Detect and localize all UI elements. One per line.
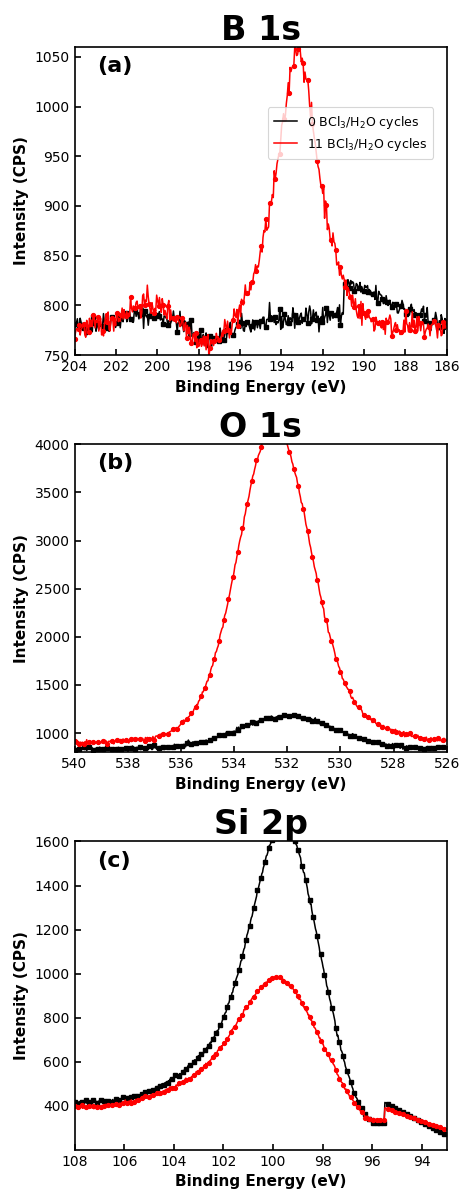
0 BCl$_3$/H$_2$O cycles <box>444 313 450 327</box>
Legend: 0 BCl$_3$/H$_2$O cycles, 11 BCl$_3$/H$_2$O cycles: 0 BCl$_3$/H$_2$O cycles, 11 BCl$_3$/H$_2… <box>268 107 433 159</box>
Y-axis label: Intensity (CPS): Intensity (CPS) <box>14 931 29 1060</box>
Title: O 1s: O 1s <box>219 411 302 444</box>
Line: 11 BCl$_3$/H$_2$O cycles: 11 BCl$_3$/H$_2$O cycles <box>74 38 447 358</box>
0 BCl$_3$/H$_2$O cycles <box>341 278 347 292</box>
0 BCl$_3$/H$_2$O cycles <box>307 298 312 313</box>
0 BCl$_3$/H$_2$O cycles <box>220 326 226 340</box>
11 BCl$_3$/H$_2$O cycles <box>72 331 77 345</box>
Text: (c): (c) <box>97 851 130 871</box>
0 BCl$_3$/H$_2$O cycles <box>343 278 349 292</box>
X-axis label: Binding Energy (eV): Binding Energy (eV) <box>175 1174 346 1189</box>
11 BCl$_3$/H$_2$O cycles <box>117 312 122 326</box>
11 BCl$_3$/H$_2$O cycles <box>206 351 212 366</box>
11 BCl$_3$/H$_2$O cycles <box>344 289 350 303</box>
Title: Si 2p: Si 2p <box>214 808 308 841</box>
Title: B 1s: B 1s <box>220 14 301 47</box>
0 BCl$_3$/H$_2$O cycles <box>117 310 122 325</box>
Y-axis label: Intensity (CPS): Intensity (CPS) <box>14 137 29 266</box>
11 BCl$_3$/H$_2$O cycles <box>308 111 313 125</box>
0 BCl$_3$/H$_2$O cycles <box>345 272 351 286</box>
0 BCl$_3$/H$_2$O cycles <box>193 334 199 349</box>
Line: 0 BCl$_3$/H$_2$O cycles: 0 BCl$_3$/H$_2$O cycles <box>74 279 447 348</box>
11 BCl$_3$/H$_2$O cycles <box>342 279 348 294</box>
11 BCl$_3$/H$_2$O cycles <box>220 330 226 344</box>
X-axis label: Binding Energy (eV): Binding Energy (eV) <box>175 379 346 395</box>
Text: (b): (b) <box>97 454 133 474</box>
X-axis label: Binding Energy (eV): Binding Energy (eV) <box>175 777 346 792</box>
0 BCl$_3$/H$_2$O cycles <box>72 316 77 331</box>
11 BCl$_3$/H$_2$O cycles <box>297 31 302 46</box>
11 BCl$_3$/H$_2$O cycles <box>444 321 450 336</box>
Text: (a): (a) <box>97 57 132 76</box>
0 BCl$_3$/H$_2$O cycles <box>204 340 210 355</box>
Y-axis label: Intensity (CPS): Intensity (CPS) <box>14 534 29 663</box>
11 BCl$_3$/H$_2$O cycles <box>193 326 199 340</box>
